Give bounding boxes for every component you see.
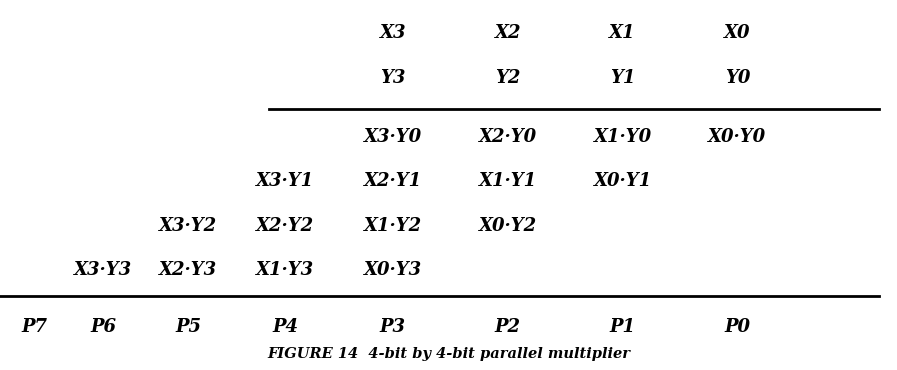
Text: X1·Y2: X1·Y2	[364, 217, 422, 235]
Text: Y3: Y3	[380, 69, 405, 87]
Text: X2·Y2: X2·Y2	[257, 217, 314, 235]
Text: X3·Y2: X3·Y2	[160, 217, 217, 235]
Text: P0: P0	[725, 319, 750, 336]
Text: X0·Y0: X0·Y0	[709, 128, 766, 146]
Text: P1: P1	[610, 319, 635, 336]
Text: FIGURE 14  4-bit by 4-bit parallel multiplier: FIGURE 14 4-bit by 4-bit parallel multip…	[267, 347, 630, 361]
Text: X3: X3	[379, 24, 406, 42]
Text: X2·Y0: X2·Y0	[479, 128, 536, 146]
Text: X2: X2	[494, 24, 521, 42]
Text: X0: X0	[724, 24, 751, 42]
Text: X1: X1	[609, 24, 636, 42]
Text: Y0: Y0	[725, 69, 750, 87]
Text: X3·Y0: X3·Y0	[364, 128, 422, 146]
Text: X3·Y3: X3·Y3	[74, 261, 132, 279]
Text: X3·Y1: X3·Y1	[257, 172, 314, 190]
Text: P5: P5	[176, 319, 201, 336]
Text: P2: P2	[495, 319, 520, 336]
Text: P4: P4	[273, 319, 298, 336]
Text: X0·Y2: X0·Y2	[479, 217, 536, 235]
Text: X2·Y3: X2·Y3	[160, 261, 217, 279]
Text: X2·Y1: X2·Y1	[364, 172, 422, 190]
Text: Y2: Y2	[495, 69, 520, 87]
Text: P3: P3	[380, 319, 405, 336]
Text: X0·Y1: X0·Y1	[594, 172, 651, 190]
Text: P6: P6	[91, 319, 116, 336]
Text: X1·Y3: X1·Y3	[257, 261, 314, 279]
Text: Y1: Y1	[610, 69, 635, 87]
Text: X1·Y1: X1·Y1	[479, 172, 536, 190]
Text: P7: P7	[22, 319, 47, 336]
Text: X1·Y0: X1·Y0	[594, 128, 651, 146]
Text: X0·Y3: X0·Y3	[364, 261, 422, 279]
